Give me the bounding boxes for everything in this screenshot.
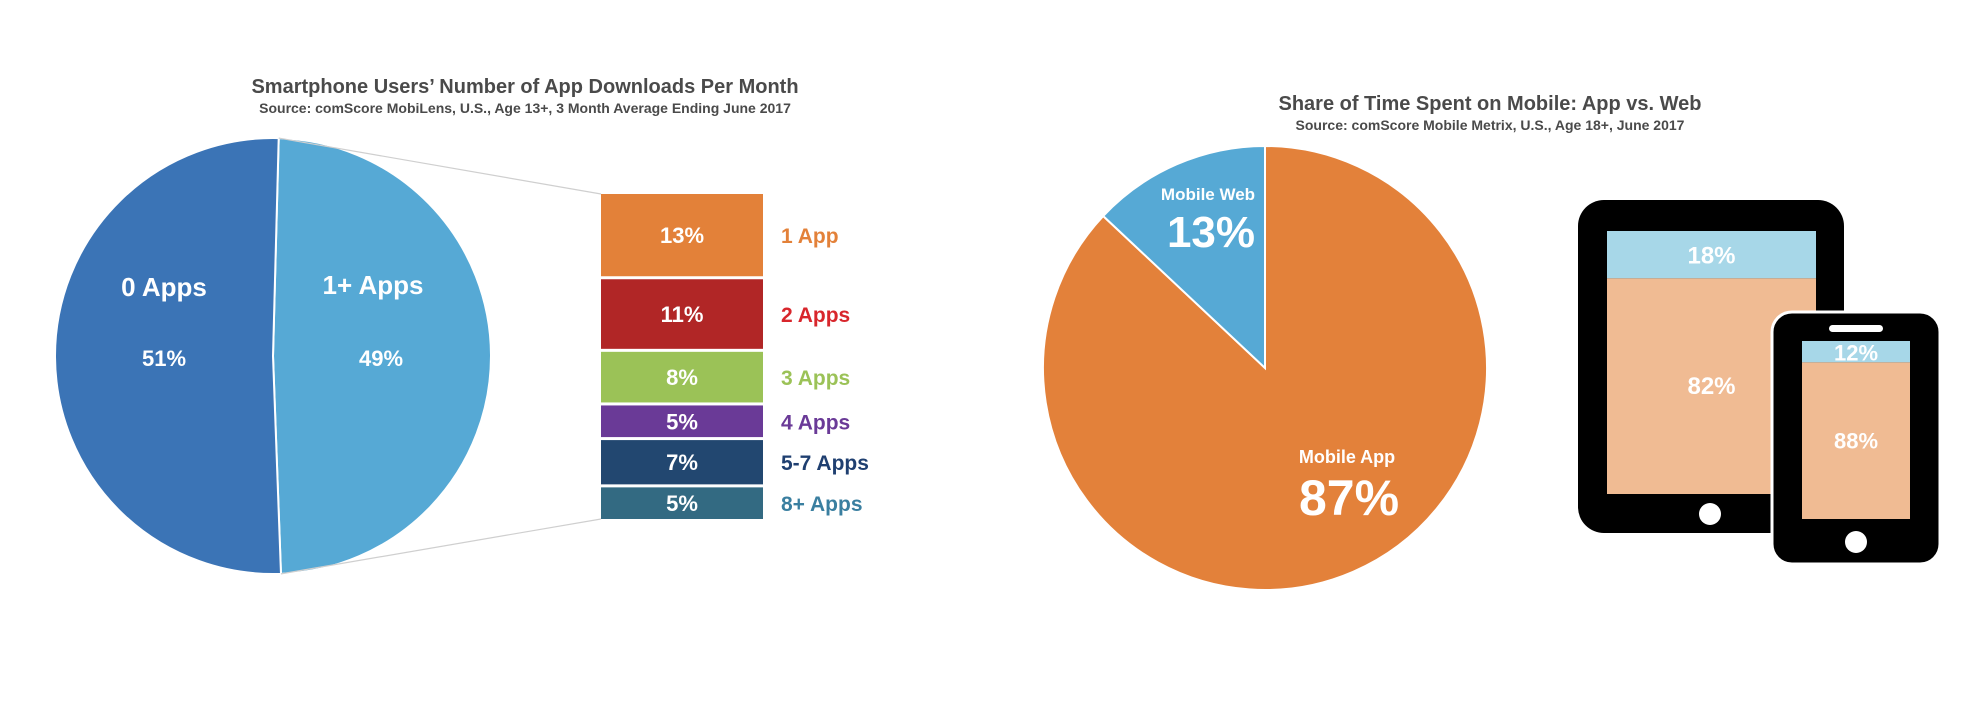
- smartphone-icon: 12% 88%: [1770, 310, 1942, 566]
- screen-web-share: [1607, 231, 1816, 279]
- bar-value-label: 8%: [666, 365, 698, 390]
- screen-app-share: [1802, 362, 1910, 519]
- chart-subtitle: Source: comScore Mobile Metrix, U.S., Ag…: [1296, 117, 1685, 133]
- slice-value-mobile-app: 87%: [1299, 470, 1399, 526]
- bar-segment-3: [601, 351, 763, 403]
- pie-app-downloads: 0 Apps 51% 1+ Apps 49%: [54, 137, 492, 575]
- bar-value-label: 5%: [666, 491, 698, 516]
- bar-segment-6: [601, 487, 763, 519]
- bar-value-label: 7%: [666, 450, 698, 475]
- connector-line-bottom: [280, 518, 602, 575]
- bar-category-label: 8+ Apps: [781, 493, 863, 516]
- pie-time-spent: Mobile Web 13% Mobile App 87%: [1042, 144, 1488, 591]
- bar-value-label: 13%: [660, 223, 704, 248]
- device-app-value: 88%: [1834, 429, 1878, 454]
- bar-segment-1: [601, 194, 763, 277]
- bar-category-label: 5-7 Apps: [781, 452, 869, 475]
- bar-segment-4: [601, 405, 763, 438]
- device-web-value: 18%: [1687, 243, 1735, 270]
- pie-breakdown-connectors: [278, 137, 602, 575]
- phone-screen: 12% 88%: [1802, 341, 1910, 519]
- tablet-home-button: [1699, 503, 1721, 525]
- pie-slice-0-apps: [54, 137, 283, 575]
- slice-label-1plus-apps: 1+ Apps: [323, 270, 424, 300]
- bar-category-label: 4 Apps: [781, 411, 850, 434]
- device-app-value: 82%: [1687, 373, 1735, 400]
- screen-web-share: [1802, 341, 1910, 363]
- phone-home-button: [1845, 531, 1867, 553]
- bar-category-label: 3 Apps: [781, 367, 850, 390]
- stacked-bar-breakdown: 13% 1 App 11% 2 Apps 8% 3 Apps 5% 4 Apps 7% 5-7 A…: [601, 194, 869, 519]
- bar-category-label: 2 Apps: [781, 304, 850, 327]
- chart-time-spent: Share of Time Spent on Mobile: App vs. W…: [1042, 93, 1942, 591]
- slice-value-0-apps: 51%: [142, 346, 186, 371]
- pie-slice-mobile-web: [1101, 144, 1266, 371]
- bar-value-label: 11%: [661, 302, 704, 327]
- phone-speaker: [1829, 325, 1883, 332]
- chart-title: Smartphone Users’ Number of App Download…: [251, 76, 798, 98]
- bar-value-label: 5%: [666, 409, 698, 434]
- bar-category-label: 1 App: [781, 225, 839, 248]
- device-web-value: 12%: [1834, 341, 1878, 366]
- slice-value-mobile-web: 13%: [1167, 208, 1255, 257]
- slice-label-mobile-app: Mobile App: [1299, 447, 1395, 467]
- chart-app-downloads: Smartphone Users’ Number of App Download…: [54, 76, 869, 575]
- slice-label-mobile-web: Mobile Web: [1161, 185, 1255, 204]
- chart-title: Share of Time Spent on Mobile: App vs. W…: [1278, 93, 1701, 115]
- pie-slice-1plus-apps: [271, 137, 492, 575]
- connector-line-top: [278, 137, 602, 195]
- bar-segment-2: [601, 279, 763, 349]
- slice-value-1plus-apps: 49%: [359, 346, 403, 371]
- slice-label-0-apps: 0 Apps: [121, 272, 207, 302]
- chart-subtitle: Source: comScore MobiLens, U.S., Age 13+…: [259, 100, 791, 116]
- bar-segment-5: [601, 440, 763, 485]
